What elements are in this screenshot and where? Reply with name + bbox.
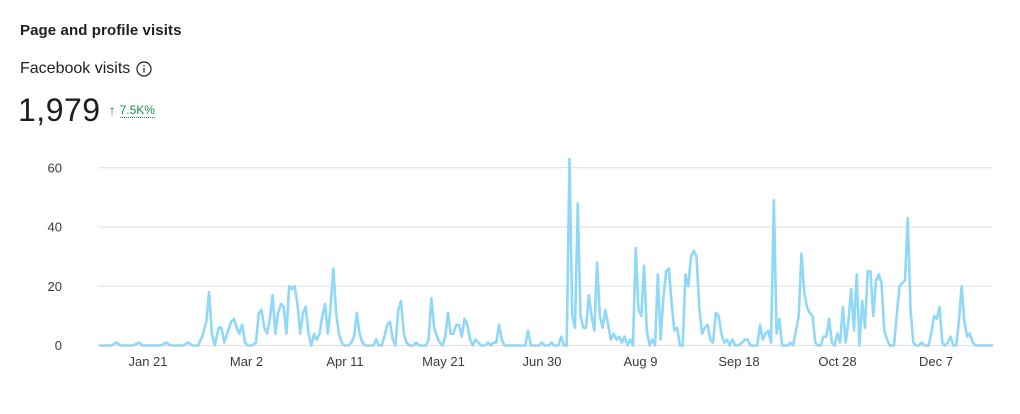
- x-tick-label: Apr 11: [326, 354, 363, 369]
- x-tick-label: Dec 7: [919, 354, 953, 369]
- y-tick-label: 0: [55, 338, 62, 353]
- visits-line-chart: 0 20 40 60 Jan 21 Mar 2 Apr 11 May 21 Jun 30 Aug…: [48, 157, 994, 369]
- x-tick-label: Sep 18: [718, 354, 759, 369]
- arrow-up-icon: ↑: [108, 102, 116, 118]
- metric-label-row: Facebook visits: [20, 60, 152, 78]
- metric-value-row: 1,979 ↑ 7.5K%: [18, 92, 155, 129]
- x-tick-label: Aug 9: [624, 354, 658, 369]
- change-indicator: ↑ 7.5K%: [109, 103, 155, 118]
- x-tick-label: Jun 30: [522, 354, 561, 369]
- y-tick-label: 40: [48, 220, 62, 235]
- y-tick-label: 20: [48, 279, 62, 294]
- x-tick-label: May 21: [422, 354, 465, 369]
- section-title: Page and profile visits: [20, 22, 182, 39]
- x-tick-label: Jan 21: [128, 354, 167, 369]
- series-line-facebook-visits[interactable]: [98, 157, 994, 347]
- change-percent[interactable]: 7.5K%: [119, 102, 155, 118]
- y-tick-label: 60: [48, 160, 62, 175]
- x-tick-label: Mar 2: [230, 354, 263, 369]
- metric-value: 1,979: [18, 92, 101, 128]
- metric-label: Facebook visits: [20, 60, 131, 77]
- x-tick-label: Oct 28: [818, 354, 856, 369]
- info-icon[interactable]: [136, 61, 152, 77]
